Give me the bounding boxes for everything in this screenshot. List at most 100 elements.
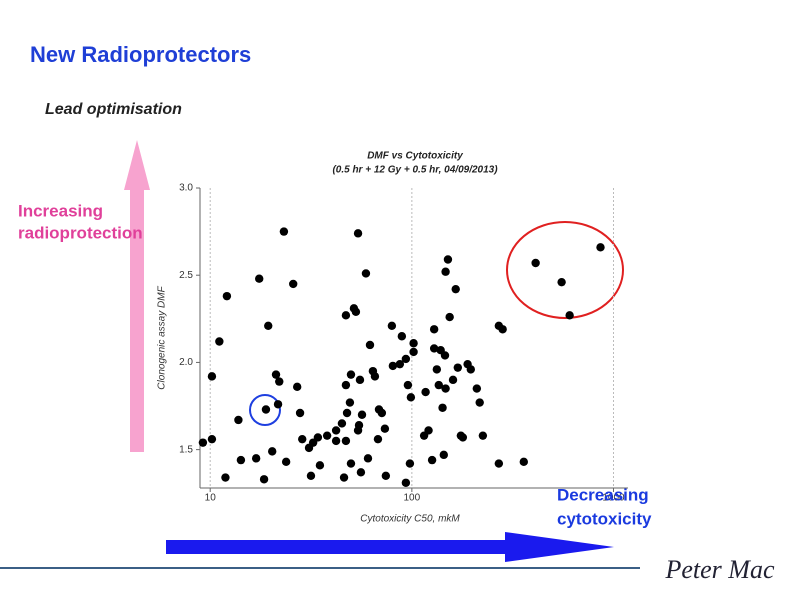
point: [434, 380, 443, 390]
point: [207, 434, 217, 444]
y-tick-label: 3.0: [179, 183, 193, 194]
point: [337, 419, 347, 428]
point: [356, 468, 366, 477]
point: [298, 434, 307, 444]
point: [222, 291, 232, 301]
highlight-circle: [249, 394, 281, 426]
point: [441, 384, 450, 393]
x-tick-label: 10: [205, 493, 217, 504]
point: [403, 380, 413, 390]
point: [292, 382, 302, 392]
point: [261, 405, 271, 414]
point: [341, 311, 351, 320]
point: [397, 332, 407, 341]
point: [451, 284, 460, 294]
highlight-ellipse: [506, 221, 624, 319]
point: [427, 455, 437, 465]
point: [341, 380, 351, 390]
point: [429, 325, 439, 334]
point: [475, 398, 484, 407]
slide-title: New Radioprotectors: [30, 42, 251, 67]
point: [346, 459, 356, 468]
point: [339, 473, 349, 482]
point: [498, 325, 507, 334]
chart-title: DMF vs Cytotoxicity: [367, 151, 463, 162]
point: [466, 365, 475, 374]
point: [273, 400, 283, 409]
point: [289, 279, 298, 289]
point: [443, 255, 453, 264]
y-tick-label: 2.0: [179, 357, 193, 368]
point: [388, 361, 398, 371]
point: [351, 307, 361, 317]
point: [281, 457, 291, 467]
y-axis-label: Clonogenic assay DMF: [157, 285, 168, 389]
x-axis-label: Cytotoxicity C50, mkM: [360, 514, 460, 525]
point: [346, 370, 356, 379]
point: [405, 459, 415, 468]
point: [315, 461, 325, 470]
point: [357, 410, 367, 419]
point: [361, 269, 371, 278]
point: [519, 457, 528, 467]
point: [439, 450, 448, 460]
y-tick-label: 2.5: [179, 270, 193, 281]
point: [353, 229, 363, 238]
point: [445, 312, 454, 322]
point: [409, 339, 418, 348]
bottom-note: cytotoxicity: [557, 509, 652, 528]
point: [259, 475, 269, 484]
point: [458, 433, 468, 442]
point: [234, 415, 243, 425]
point: [424, 426, 433, 435]
point: [207, 372, 217, 381]
point: [331, 426, 341, 435]
left-note: Increasing: [18, 201, 103, 220]
point: [264, 321, 273, 330]
plot: 10 100 1000 1.5 2.0 2.5 3.0: [179, 183, 628, 504]
point: [387, 321, 397, 330]
point: [380, 424, 390, 433]
point: [275, 377, 284, 386]
point: [198, 438, 208, 447]
point: [363, 454, 373, 463]
point: [355, 375, 365, 385]
point: [215, 337, 224, 346]
point: [271, 370, 281, 379]
slide-subtitle: Lead optimisation: [45, 101, 182, 118]
point: [331, 436, 341, 446]
right-arrow: [166, 532, 614, 562]
point: [432, 365, 442, 374]
point: [429, 344, 439, 353]
chart-subtitle: (0.5 hr + 12 Gy + 0.5 hr, 04/09/2013): [332, 165, 498, 176]
point: [373, 434, 383, 444]
point: [341, 436, 351, 446]
point: [596, 243, 605, 252]
point: [448, 375, 458, 385]
point: [409, 347, 418, 357]
point: [531, 258, 540, 268]
point: [255, 274, 264, 283]
point: [377, 408, 387, 418]
point: [306, 471, 316, 480]
point: [295, 408, 305, 418]
point: [268, 447, 277, 456]
point: [401, 478, 411, 487]
bottom-note: Decreasing: [557, 485, 649, 504]
logo: Peter Mac: [664, 555, 774, 584]
up-arrow: [124, 140, 150, 452]
point: [221, 473, 230, 482]
point: [365, 340, 375, 350]
point: [494, 459, 504, 468]
y-tick-label: 1.5: [179, 444, 193, 455]
point: [342, 408, 352, 418]
point: [370, 372, 380, 381]
point: [438, 403, 447, 412]
x-tick-label: 100: [404, 493, 421, 504]
point: [557, 277, 566, 287]
point: [236, 455, 246, 465]
point: [472, 384, 482, 393]
point: [441, 267, 450, 276]
